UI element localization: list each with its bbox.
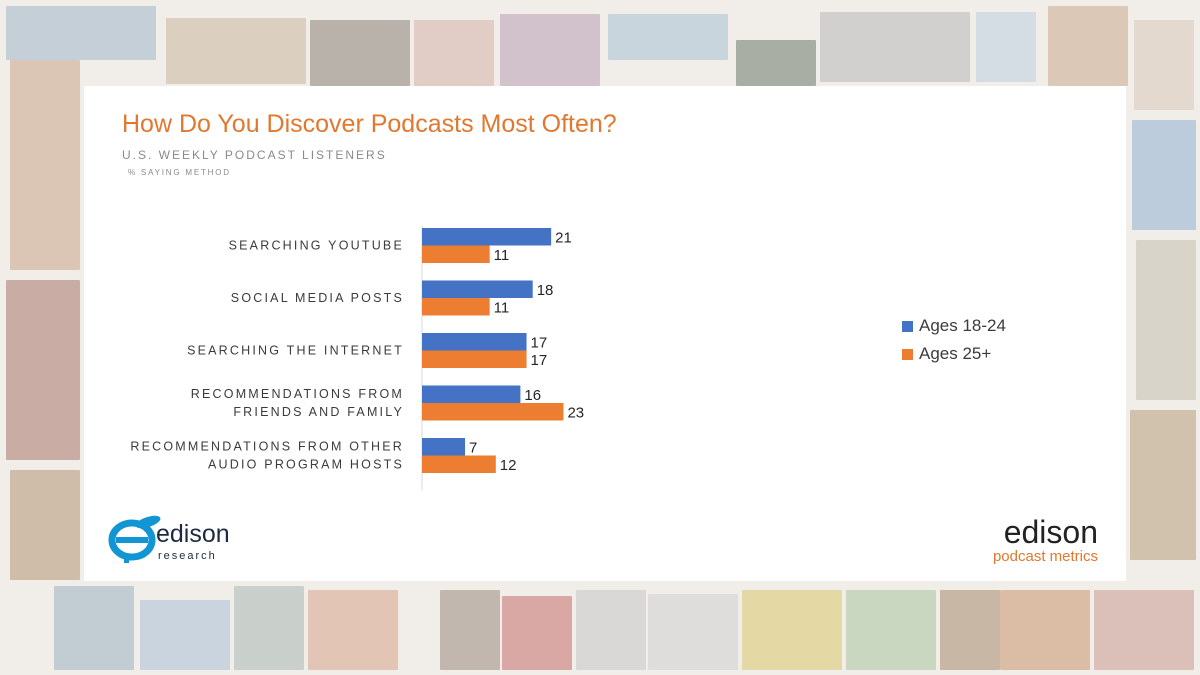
category-label-line: SOCIAL MEDIA POSTS (231, 291, 404, 305)
data-label-ages-18-24: 21 (555, 230, 572, 247)
category-label-line: RECOMMENDATIONS FROM OTHER (130, 440, 404, 454)
bar-ages-18-24 (422, 228, 552, 246)
data-label-ages-25: 23 (567, 405, 584, 422)
category-label: RECOMMENDATIONS FROM OTHER AUDIO PROGRAM … (130, 440, 404, 472)
edison-podcast-metrics-logo: edison podcast metrics (993, 516, 1098, 565)
data-label-ages-25: 17 (531, 352, 548, 369)
bar-ages-18-24 (422, 280, 533, 298)
edison-research-logo: edison research (104, 510, 234, 570)
chart-legend: Ages 18-24 Ages 25+ (902, 312, 1006, 368)
bar-ages-18-24 (422, 333, 527, 351)
category-label-line: RECOMMENDATIONS FROM (191, 387, 404, 401)
category-label: RECOMMENDATIONS FROM FRIENDS AND FAMILY (191, 387, 404, 419)
category-label-line: SEARCHING YOUTUBE (229, 239, 404, 253)
category-label-line: FRIENDS AND FAMILY (233, 405, 404, 419)
data-label-ages-25: 11 (494, 247, 510, 264)
legend-item-ages-25-plus: Ages 25+ (902, 340, 1006, 368)
legend-swatch-ages-18-24 (902, 320, 913, 332)
legend-label-ages-25-plus: Ages 25+ (919, 344, 992, 363)
bar-ages-25 (422, 350, 527, 368)
category-label-line: AUDIO PROGRAM HOSTS (208, 458, 404, 472)
slide-card: How Do You Discover Podcasts Most Often?… (84, 86, 1126, 581)
category-label: SEARCHING YOUTUBE (229, 239, 404, 253)
bar-ages-25 (422, 455, 496, 473)
legend-label-ages-18-24: Ages 18-24 (919, 316, 1006, 335)
category-label: SEARCHING THE INTERNET (187, 344, 404, 358)
bar-ages-25 (422, 298, 490, 316)
data-label-ages-18-24: 18 (537, 282, 554, 299)
data-label-ages-18-24: 7 (469, 440, 477, 457)
bar-ages-18-24 (422, 438, 466, 456)
bar-ages-18-24 (422, 385, 521, 403)
legend-item-ages-18-24: Ages 18-24 (902, 312, 1006, 340)
edison-research-wordmark: edison (156, 520, 230, 548)
category-label: SOCIAL MEDIA POSTS (231, 291, 404, 305)
category-label-line: SEARCHING THE INTERNET (187, 344, 404, 358)
chart-subtitle: U.S. WEEKLY PODCAST LISTENERS (122, 148, 387, 162)
edison-research-subtext: research (158, 550, 217, 562)
data-label-ages-18-24: 16 (524, 387, 541, 404)
legend-swatch-ages-25-plus (902, 348, 913, 360)
data-label-ages-18-24: 17 (531, 335, 548, 352)
bar-ages-25 (422, 403, 564, 421)
bar-ages-25 (422, 245, 490, 263)
edison-podcast-wordmark: edison (1003, 514, 1098, 550)
data-label-ages-25: 12 (500, 457, 517, 474)
chart-title: How Do You Discover Podcasts Most Often? (122, 110, 617, 138)
data-label-ages-25: 11 (494, 300, 510, 317)
edison-podcast-subtext: podcast metrics (992, 548, 1098, 565)
chart-note: % SAYING METHOD (128, 168, 231, 177)
edison-research-mark-icon (108, 515, 161, 563)
bar-chart: SEARCHING YOUTUBE 21 11 SOCIAL MEDIA POSTS 1… (130, 226, 584, 491)
